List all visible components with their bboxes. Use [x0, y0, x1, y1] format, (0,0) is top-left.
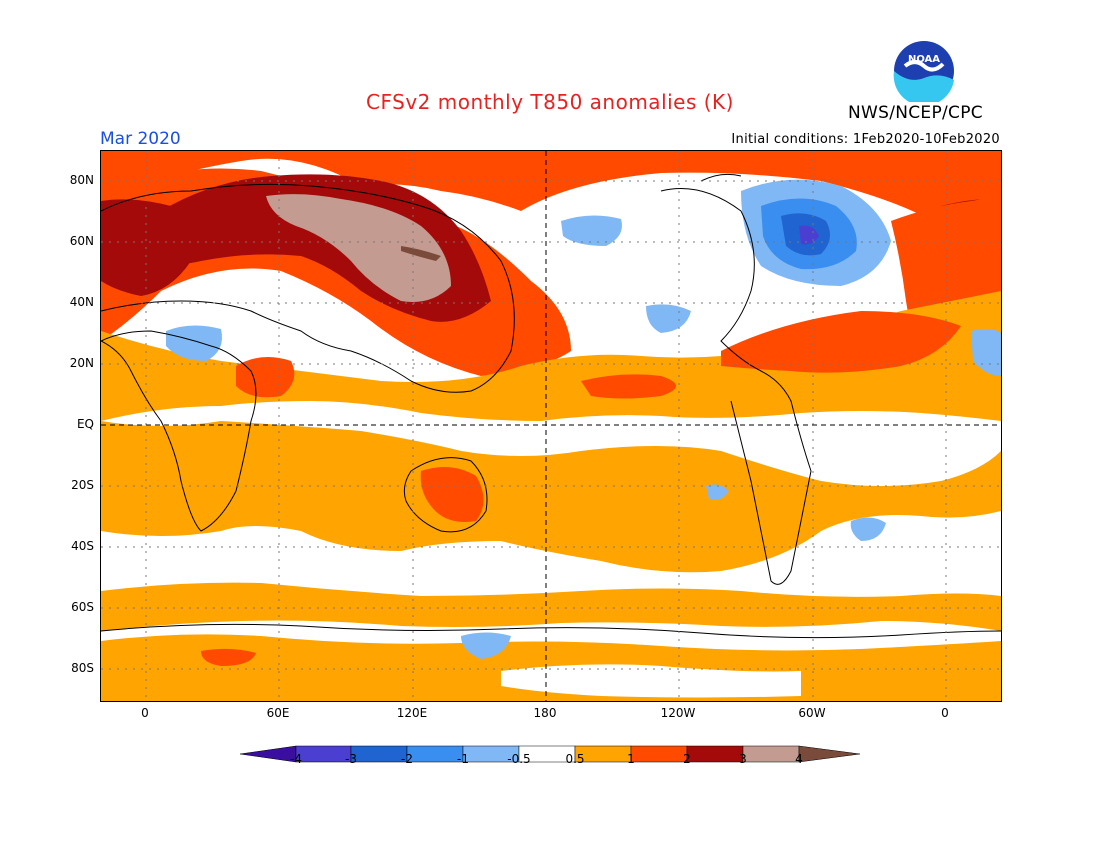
- north-pacific-orange: [101, 291, 1001, 421]
- legend-label-3: 3: [739, 752, 747, 766]
- antarctic-white: [501, 664, 801, 698]
- arctic-warm-region: [101, 151, 1001, 226]
- europe-west-cool: [971, 328, 1001, 376]
- lon-label-120w: 120W: [660, 706, 696, 720]
- southern-ocean-band: [101, 582, 1001, 631]
- legend-label-minus05: -0.5: [507, 752, 531, 766]
- agency-label: NWS/NCEP/CPC: [848, 103, 983, 123]
- grid-lines: [101, 151, 1001, 701]
- siberia-extreme-warm: [266, 194, 451, 302]
- lat-label-60n: 60N: [69, 234, 94, 248]
- lon-label-0-west: 0: [141, 706, 149, 720]
- color-legend: [240, 745, 860, 763]
- ross-sea-cool: [461, 632, 511, 659]
- legend-label-05: 0.5: [565, 752, 585, 766]
- lon-label-60e: 60E: [266, 706, 290, 720]
- legend-label-minus4: -4: [290, 752, 302, 766]
- australia-warm: [420, 467, 484, 522]
- legend-label-minus1: -1: [457, 752, 469, 766]
- legend-label-2: 2: [683, 752, 691, 766]
- central-pacific-warm: [581, 374, 676, 399]
- legend-label-4: 4: [795, 752, 803, 766]
- tropical-atlantic-warm: [721, 311, 961, 373]
- noaa-logo: NOAA: [893, 41, 954, 102]
- lat-label-20s: 20S: [71, 478, 94, 492]
- lat-label-80n: 80N: [69, 173, 94, 187]
- lon-label-60w: 60W: [798, 706, 826, 720]
- initial-conditions-label: Initial conditions: 1Feb2020-10Feb2020: [731, 132, 1000, 147]
- lat-label-20n: 20N: [69, 356, 94, 370]
- coastlines: [101, 173, 1001, 639]
- legend-label-minus3: -3: [345, 752, 357, 766]
- lat-label-80s: 80S: [71, 661, 94, 675]
- west-pacific-cool: [646, 304, 691, 333]
- lat-label-40n: 40N: [69, 295, 94, 309]
- canada-cold-center: [799, 225, 819, 245]
- south-pacific-cool: [706, 484, 729, 500]
- lon-label-0-east: 0: [941, 706, 949, 720]
- india-cool: [166, 325, 222, 361]
- tropics-orange: [101, 421, 1001, 573]
- anomaly-map-svg: [101, 151, 1001, 701]
- anomaly-map: [100, 150, 1002, 702]
- logo-text: NOAA: [908, 54, 940, 65]
- lat-label-40s: 40S: [71, 539, 94, 553]
- southeast-pacific-cool: [850, 517, 886, 541]
- forecast-month-label: Mar 2020: [100, 129, 181, 149]
- lat-label-60s: 60S: [71, 600, 94, 614]
- alaska-cool: [561, 215, 622, 246]
- lat-label-eq: EQ: [76, 417, 94, 431]
- lon-label-120e: 120E: [396, 706, 428, 720]
- arabia-warm: [236, 357, 295, 398]
- lon-label-180: 180: [533, 706, 557, 720]
- legend-swatch-above-4: [798, 745, 860, 763]
- legend-label-1: 1: [627, 752, 635, 766]
- map-title: CFSv2 monthly T850 anomalies (K): [366, 90, 734, 114]
- antarctica-warm-spot: [201, 648, 256, 666]
- legend-label-minus2: -2: [401, 752, 413, 766]
